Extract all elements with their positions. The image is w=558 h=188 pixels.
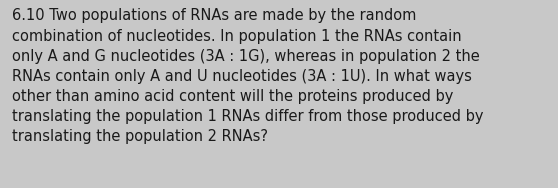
Text: 6.10 Two populations of RNAs are made by the random
combination of nucleotides. : 6.10 Two populations of RNAs are made by… xyxy=(12,8,484,144)
